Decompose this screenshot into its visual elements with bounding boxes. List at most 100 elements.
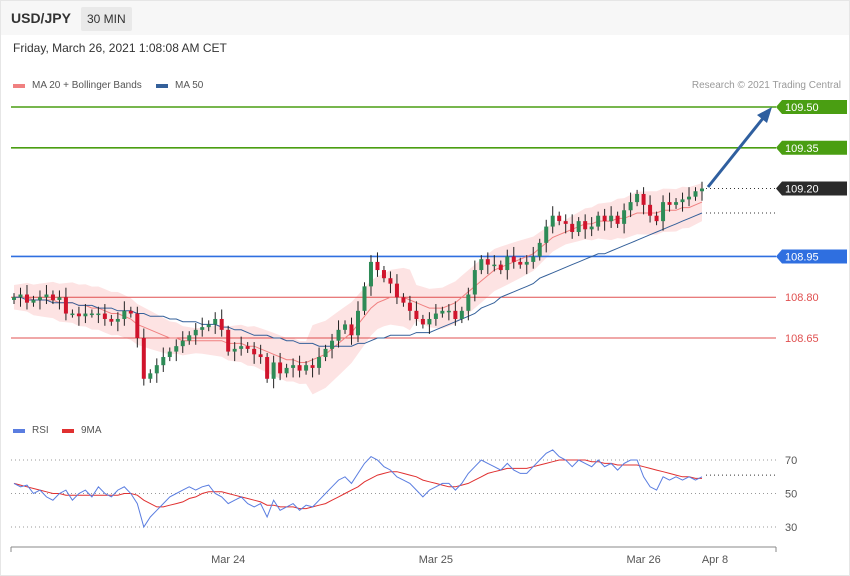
candle-body — [570, 223, 575, 233]
legend-rsi-ma: 9MA — [62, 425, 102, 436]
level-tag-109-20 — [776, 181, 847, 196]
candle-body — [330, 340, 335, 349]
candle-body — [343, 324, 348, 330]
ma20-swatch — [13, 83, 25, 88]
candle-body — [219, 318, 224, 330]
candle-body — [206, 324, 211, 328]
candle-body — [336, 329, 341, 341]
candle-body — [375, 261, 380, 271]
level-label-108-65: 108.65 — [785, 333, 819, 345]
candle-body — [492, 264, 497, 267]
candle-body — [50, 294, 55, 300]
candle-body — [680, 199, 685, 203]
candle-body — [550, 215, 555, 227]
candle-body — [245, 346, 250, 349]
rsi-tick-70: 70 — [785, 455, 797, 467]
bollinger-band — [14, 183, 702, 395]
chart-header: USD/JPY 30 MIN — [1, 1, 849, 35]
candle-body — [297, 365, 302, 371]
candle-body — [102, 313, 107, 319]
candle-body — [453, 310, 458, 319]
candle-body — [531, 256, 536, 262]
candle-body — [693, 191, 698, 197]
candle-body — [433, 313, 438, 319]
level-tag-108-95 — [776, 249, 847, 264]
rsi-swatch — [13, 428, 25, 433]
candle-body — [200, 327, 205, 330]
candle-body — [323, 348, 328, 358]
candle-body — [511, 256, 516, 262]
candle-body — [557, 215, 562, 222]
candle-body — [18, 294, 23, 298]
candle-body — [576, 221, 581, 233]
candle-body — [193, 329, 198, 336]
candle-body — [563, 221, 568, 224]
forecast-arrow-shaft — [706, 116, 766, 188]
candle-body — [57, 297, 62, 300]
candle-body — [472, 270, 477, 295]
candle-body — [161, 357, 166, 366]
credit-text: Research © 2021 Trading Central — [691, 80, 841, 91]
candle-body — [349, 324, 354, 336]
ma20-label: MA 20 + Bollinger Bands — [32, 80, 142, 91]
candle-body — [284, 367, 289, 374]
candle-body — [687, 196, 692, 200]
candle-body — [63, 297, 68, 314]
candle-body — [648, 204, 653, 216]
rsi-label: RSI — [32, 425, 49, 436]
timeframe-button[interactable]: 30 MIN — [81, 7, 132, 31]
candle-body — [174, 346, 179, 352]
ma50-label: MA 50 — [175, 80, 204, 91]
level-label-109-50: 109.50 — [785, 102, 819, 114]
candle-body — [291, 365, 296, 368]
candle-body — [258, 354, 263, 358]
candle-body — [661, 202, 666, 222]
rsi-tick-50: 50 — [785, 489, 797, 501]
candle-body — [24, 294, 29, 303]
candle-body — [265, 357, 270, 379]
candle-body — [654, 215, 659, 222]
ma50-line — [14, 212, 703, 347]
candle-body — [213, 318, 218, 325]
candle-body — [154, 365, 159, 374]
candle-body — [394, 283, 399, 298]
level-label-109-20: 109.20 — [785, 184, 819, 196]
level-label-109-35: 109.35 — [785, 143, 819, 155]
legend-ma20: MA 20 + Bollinger Bands — [13, 80, 142, 91]
forecast-arrow-head — [757, 107, 772, 123]
candle-body — [356, 310, 360, 336]
level-label-108-80: 108.80 — [785, 292, 819, 304]
candle-body — [537, 242, 542, 257]
candle-body — [589, 226, 594, 230]
candle-body — [37, 297, 42, 300]
candle-body — [427, 318, 432, 325]
rsi-ma-label: 9MA — [81, 425, 102, 436]
level-tag-109-50 — [776, 100, 847, 114]
candle-body — [544, 226, 549, 243]
candle-body — [596, 215, 601, 227]
candle-body — [252, 348, 257, 355]
candle-body — [498, 264, 503, 271]
candle-body — [83, 313, 88, 317]
time-axis-label: Mar 26 — [626, 554, 660, 566]
time-axis-label: Apr 8 — [702, 554, 728, 566]
candle-body — [505, 256, 510, 271]
candle-body — [226, 329, 231, 352]
candle-body — [700, 188, 704, 192]
candle-body — [407, 302, 412, 311]
time-axis-label: Mar 24 — [211, 554, 245, 566]
candle-body — [44, 294, 49, 298]
candle-body — [485, 259, 490, 265]
candle-body — [446, 310, 451, 313]
candle-body — [641, 193, 646, 205]
candle-body — [187, 335, 192, 341]
candle-body — [368, 261, 373, 287]
candle-body — [89, 313, 94, 316]
candle-body — [583, 221, 588, 230]
candle-body — [135, 313, 140, 338]
candle-body — [524, 261, 529, 265]
candle-body — [459, 310, 464, 319]
rsi-ma-swatch — [62, 428, 74, 433]
candle-body — [609, 215, 614, 222]
candle-body — [414, 310, 419, 319]
